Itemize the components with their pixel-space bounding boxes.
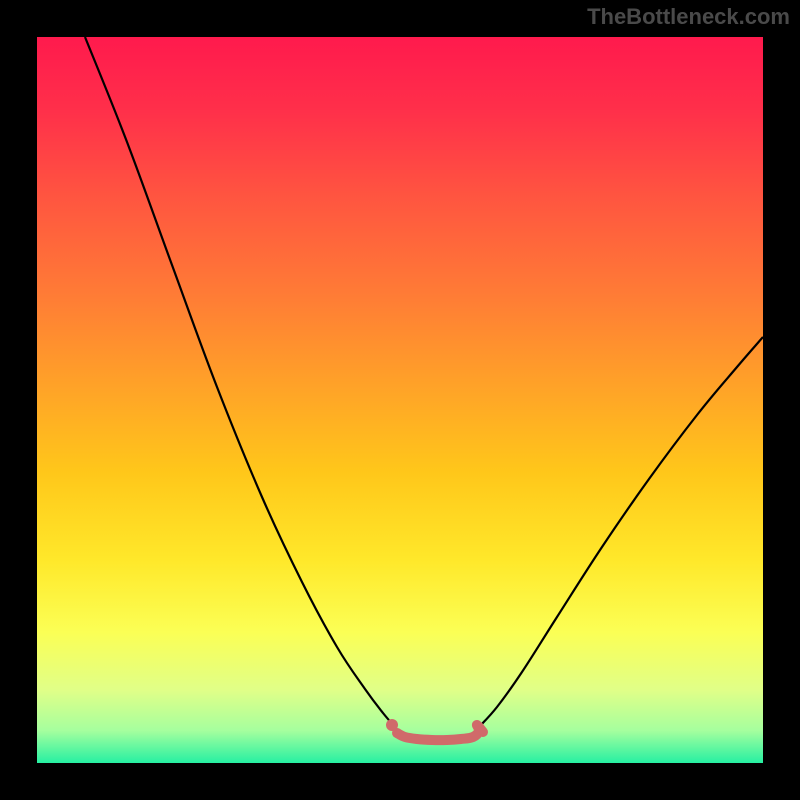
watermark-text: TheBottleneck.com: [587, 4, 790, 30]
bottleneck-chart: [37, 37, 763, 763]
valley-dot: [386, 719, 398, 731]
gradient-background: [37, 37, 763, 763]
plot-area: [37, 37, 763, 763]
